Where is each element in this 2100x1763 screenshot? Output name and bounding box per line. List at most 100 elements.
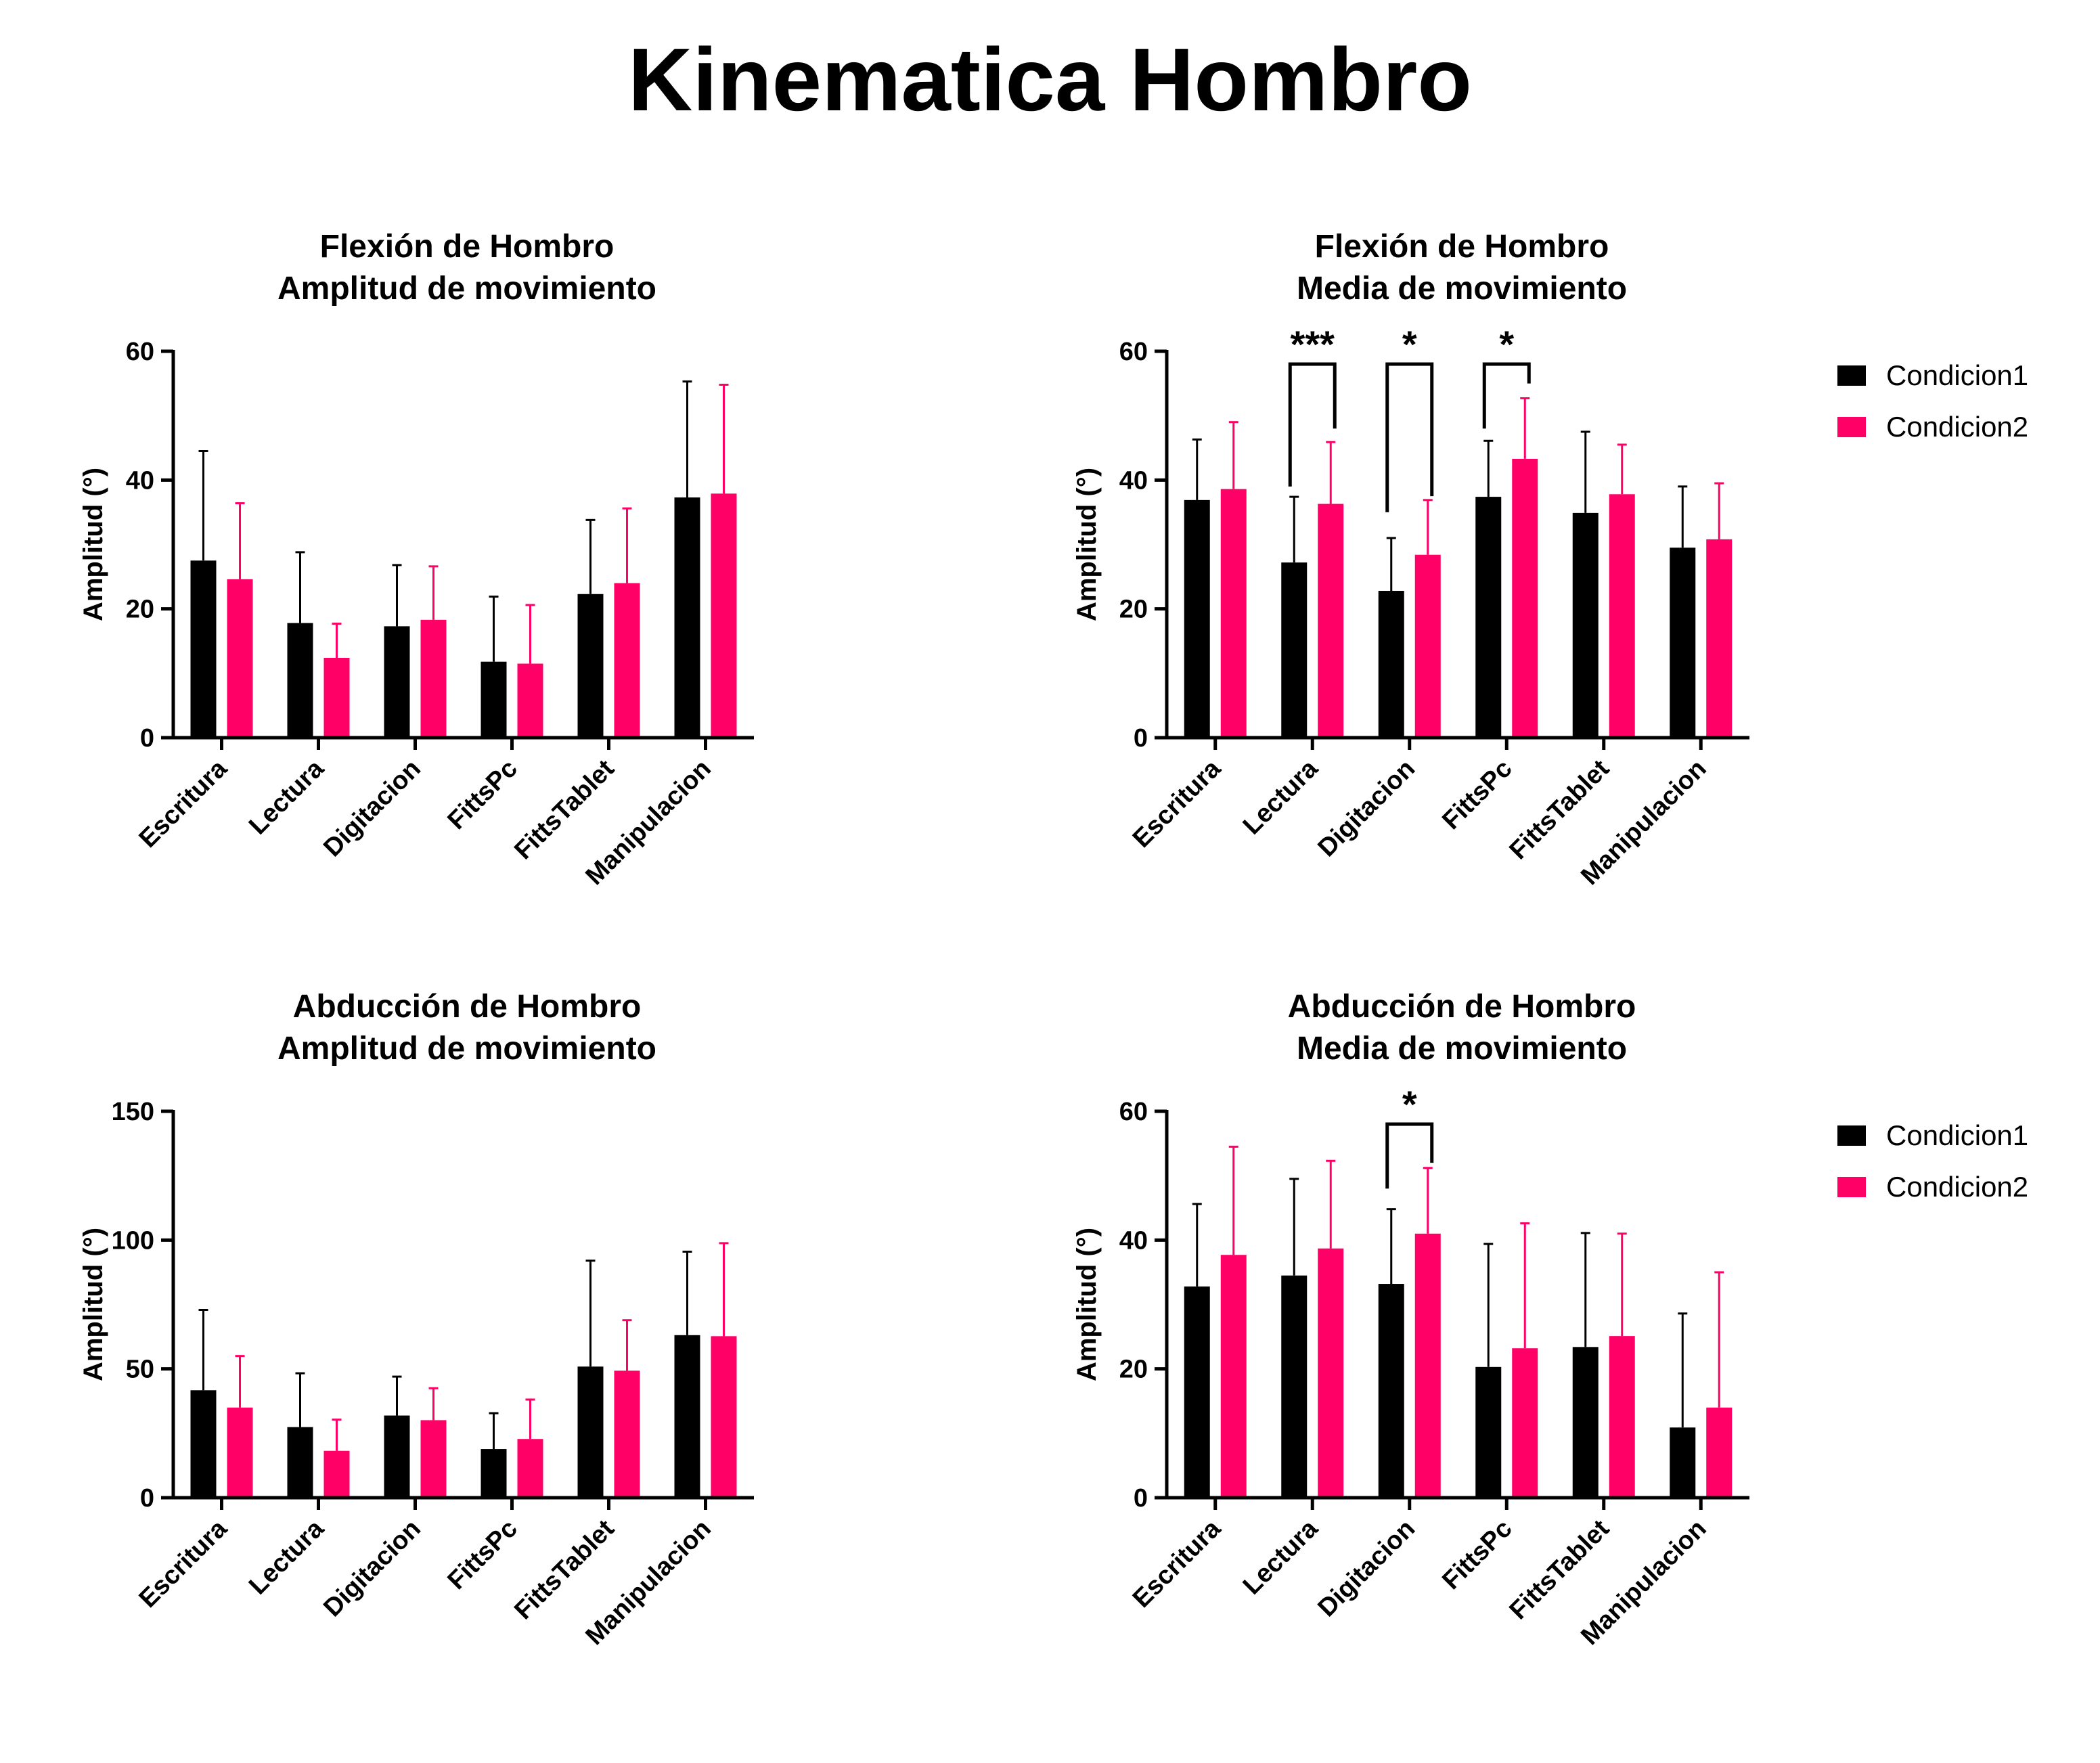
bar-condicion2-manipulacion <box>711 493 737 738</box>
bar-condicion1-fittstablet <box>577 594 604 738</box>
bar-condicion2-fittstablet <box>614 583 640 738</box>
y-tick-label: 40 <box>1119 1226 1148 1255</box>
y-tick-label: 150 <box>112 1098 154 1126</box>
bar-condicion2-lectura <box>1318 504 1344 738</box>
chart-title-line1: Abducción de Hombro <box>293 989 642 1025</box>
y-tick-label: 40 <box>1119 466 1148 495</box>
significance-marker: *** <box>1291 323 1335 365</box>
bar-condicion1-manipulacion <box>674 497 700 738</box>
legend-label-condicion2: Condicion2 <box>1886 411 2028 443</box>
x-tick-label-escritura: Escritura <box>134 754 233 853</box>
bar-condicion1-fittspc <box>1475 1366 1502 1498</box>
x-tick-label-digitacion: Digitacion <box>318 1515 426 1623</box>
x-tick-label-digitacion: Digitacion <box>1313 755 1421 863</box>
panel-abduccion-amplitud: Abducción de Hombro Amplitud de movimient… <box>79 989 754 1651</box>
y-axis-label: Amplitud (°) <box>79 1228 108 1381</box>
bar-condicion1-digitacion <box>1378 591 1404 738</box>
bar-condicion1-digitacion <box>1378 1284 1404 1498</box>
bar-condicion2-escritura <box>227 1407 253 1498</box>
bar-condicion2-digitacion <box>1414 554 1441 738</box>
y-tick-label: 100 <box>112 1226 154 1255</box>
bar-condicion2-fittspc <box>517 663 543 738</box>
y-tick-label: 40 <box>126 466 154 495</box>
main-title: Kinematica Hombro <box>628 30 1472 129</box>
bar-condicion2-digitacion <box>420 619 447 738</box>
bar-condicion1-lectura <box>287 623 313 738</box>
bar-condicion1-lectura <box>1281 562 1308 738</box>
x-tick-label-escritura: Escritura <box>1127 1514 1227 1613</box>
bar-condicion2-fittstablet <box>1609 494 1635 738</box>
bar-condicion1-escritura <box>1184 1286 1210 1498</box>
y-axis-label: Amplitud (°) <box>1072 468 1102 621</box>
bar-condicion2-escritura <box>1220 489 1247 738</box>
chart-title-line2: Media de movimiento <box>1297 1031 1627 1067</box>
legend-swatch-condicion1 <box>1837 365 1866 386</box>
significance-bracket <box>1288 362 1337 487</box>
bar-condicion1-fittstablet <box>577 1366 604 1498</box>
x-tick-label-lectura: Lectura <box>1238 754 1324 840</box>
bar-condicion1-digitacion <box>384 1415 410 1498</box>
bar-condicion1-escritura <box>190 560 217 738</box>
bar-condicion1-fittspc <box>481 661 507 738</box>
significance-marker: * <box>1499 323 1514 365</box>
chart-title-line2: Amplitud de movimiento <box>277 1031 656 1067</box>
bar-condicion2-digitacion <box>420 1420 447 1498</box>
legend-label-condicion2: Condicion2 <box>1886 1171 2028 1203</box>
y-tick-label: 0 <box>140 1484 154 1513</box>
bar-condicion2-lectura <box>1318 1248 1344 1498</box>
bar-condicion2-manipulacion <box>1706 539 1733 738</box>
bar-condicion1-manipulacion <box>674 1335 700 1498</box>
chart-title-line2: Media de movimiento <box>1297 271 1627 307</box>
panel-abduccion-media: Abducción de Hombro Media de movimiento 0 2… <box>1072 989 2028 1651</box>
x-tick-label-fittspc: FittsPc <box>1437 755 1517 835</box>
bar-condicion1-lectura <box>287 1427 313 1498</box>
x-tick-label-fittspc: FittsPc <box>443 755 523 835</box>
panel-flexion-media: Flexión de Hombro Media de movimiento 0 20 4… <box>1072 229 2028 891</box>
bar-condicion1-manipulacion <box>1670 548 1696 738</box>
bar-condicion2-escritura <box>227 579 253 738</box>
chart-title-line2: Amplitud de movimiento <box>277 271 656 307</box>
legend-label-condicion1: Condicion1 <box>1886 1119 2028 1151</box>
bar-condicion2-lectura <box>323 657 350 738</box>
bar-condicion1-fittstablet <box>1572 1347 1599 1498</box>
y-tick-label: 0 <box>1134 1484 1148 1513</box>
chart-title-line1: Flexión de Hombro <box>1315 229 1609 265</box>
bar-condicion1-lectura <box>1281 1275 1308 1498</box>
x-tick-label-fittspc: FittsPc <box>443 1515 523 1595</box>
y-axis-label: Amplitud (°) <box>79 468 108 621</box>
bar-condicion1-fittspc <box>1475 497 1502 738</box>
bar-condicion2-manipulacion <box>1706 1407 1733 1498</box>
significance-marker: * <box>1402 323 1417 365</box>
chart-title-line1: Abducción de Hombro <box>1288 989 1636 1025</box>
chart-title-line1: Flexión de Hombro <box>320 229 615 265</box>
x-tick-label-escritura: Escritura <box>134 1514 233 1613</box>
y-tick-label: 50 <box>126 1356 154 1384</box>
significance-bracket <box>1482 362 1531 429</box>
bar-condicion2-manipulacion <box>711 1336 737 1498</box>
bar-condicion1-fittspc <box>481 1449 507 1498</box>
x-tick-label-digitacion: Digitacion <box>318 755 426 863</box>
x-tick-label-lectura: Lectura <box>244 754 330 840</box>
x-tick-label-lectura: Lectura <box>1238 1514 1324 1600</box>
legend-swatch-condicion1 <box>1837 1125 1866 1146</box>
bar-condicion1-digitacion <box>384 626 410 738</box>
y-tick-label: 60 <box>1119 338 1148 366</box>
bar-condicion1-manipulacion <box>1670 1427 1696 1498</box>
bar-condicion2-fittstablet <box>614 1370 640 1498</box>
x-tick-label-digitacion: Digitacion <box>1313 1515 1421 1623</box>
bar-condicion2-fittspc <box>1512 1348 1538 1498</box>
panel-flexion-amplitud: Flexión de Hombro Amplitud de movimiento 0… <box>79 229 754 891</box>
y-tick-label: 0 <box>1134 724 1148 753</box>
legend-label-condicion1: Condicion1 <box>1886 359 2028 391</box>
legend-swatch-condicion2 <box>1837 1177 1866 1197</box>
significance-bracket <box>1385 362 1434 512</box>
y-tick-label: 60 <box>1119 1098 1148 1126</box>
significance-marker: * <box>1402 1083 1417 1125</box>
y-tick-label: 0 <box>140 724 154 753</box>
bar-condicion1-fittstablet <box>1572 512 1599 738</box>
bar-condicion2-fittspc <box>1512 458 1538 738</box>
bar-condicion2-digitacion <box>1414 1233 1441 1498</box>
bar-condicion2-fittspc <box>517 1439 543 1498</box>
y-tick-label: 20 <box>1119 1356 1148 1384</box>
